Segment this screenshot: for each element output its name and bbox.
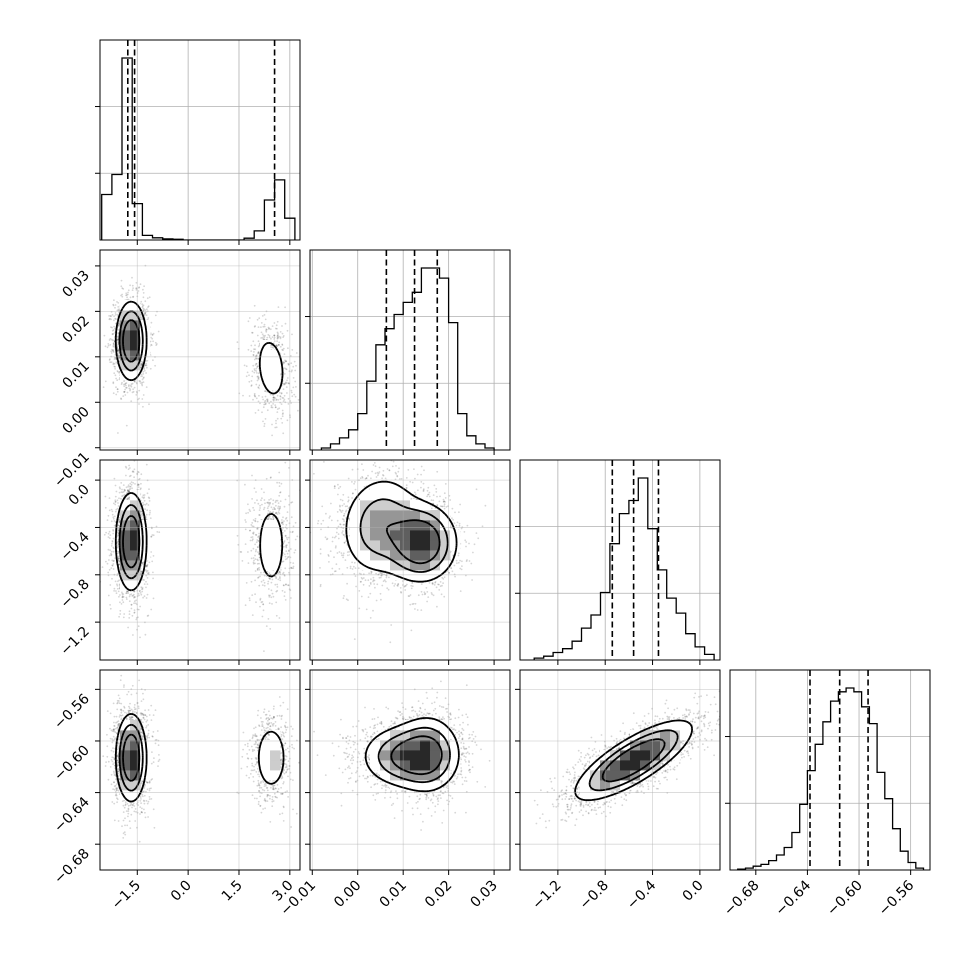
x-tick-label: 1.5 xyxy=(219,878,246,905)
scatter-panel-1-0 xyxy=(102,264,300,437)
histogram-0 xyxy=(100,40,300,240)
histogram-steps xyxy=(101,57,296,240)
panel-frame-2-0 xyxy=(95,459,301,665)
x-tick-label: 0.03 xyxy=(468,878,501,911)
histogram-2 xyxy=(520,460,720,660)
panel-frame-3-0 xyxy=(95,669,301,875)
contour-level-2 xyxy=(118,504,144,580)
density-shading xyxy=(370,720,461,791)
y-tick-label: −0.64 xyxy=(51,794,93,836)
contour-level-3 xyxy=(385,519,441,565)
contour-level-1 xyxy=(114,300,284,395)
panel-frame-3-1 xyxy=(305,669,511,875)
scatter-panel-2-1 xyxy=(310,460,487,644)
panel-frame-1-1 xyxy=(309,249,511,455)
x-tick-label: −0.60 xyxy=(824,878,866,920)
axes-frame xyxy=(519,459,721,661)
x-tick-label: −0.64 xyxy=(773,877,815,919)
histogram-1 xyxy=(310,250,510,450)
panel-frame-0-0 xyxy=(99,39,301,245)
panel-frame-3-3 xyxy=(729,669,931,875)
contour-level-2 xyxy=(588,729,679,792)
histogram-3 xyxy=(730,670,930,870)
y-tick-label: 0.02 xyxy=(59,313,92,346)
y-tick-label: 0.01 xyxy=(59,358,92,391)
scatter-panel-3-0 xyxy=(102,674,300,843)
axes-frame xyxy=(309,669,511,871)
x-tick-label: −1.5 xyxy=(109,878,144,913)
scatter-panel-2-0 xyxy=(100,460,300,652)
scatter-panel-3-1 xyxy=(313,680,491,831)
y-tick-label: −0.60 xyxy=(51,743,93,785)
panel-frame-2-1 xyxy=(305,459,511,665)
panel-frame-1-0 xyxy=(95,249,301,455)
y-tick-label: −0.01 xyxy=(51,449,93,491)
x-tick-label: 0.00 xyxy=(331,878,364,911)
contour-level-2 xyxy=(118,310,144,372)
x-tick-label: −0.8 xyxy=(577,878,612,913)
y-tick-label: −0.56 xyxy=(51,691,93,733)
contour-level-2 xyxy=(359,498,449,573)
x-tick-label: −0.4 xyxy=(624,877,659,912)
panel-frame-3-2 xyxy=(515,669,721,875)
histogram-steps xyxy=(737,687,925,870)
x-tick-label: 0.01 xyxy=(377,878,410,911)
axes-frame xyxy=(519,669,721,871)
contour-level-1 xyxy=(114,713,285,803)
histogram-steps xyxy=(320,267,495,450)
axes-frame xyxy=(99,459,301,661)
y-tick-label: −1.2 xyxy=(57,624,92,659)
contour-level-2 xyxy=(118,723,144,792)
contour-level-1 xyxy=(574,719,693,802)
y-tick-label: 0.00 xyxy=(59,404,92,437)
tick-labels: −1.5 0.0 1.5 3.0−0.01 0.00 0.01 0.02 0.03 −1.2 −0… xyxy=(51,267,917,919)
density-shading xyxy=(350,480,461,581)
x-tick-label: 0.0 xyxy=(680,878,707,905)
x-tick-label: −1.2 xyxy=(529,878,564,913)
contour-level-1 xyxy=(364,717,460,793)
axes-frame xyxy=(309,459,511,661)
y-tick-label: −0.4 xyxy=(57,529,92,564)
x-tick-label: −0.56 xyxy=(876,877,918,919)
y-tick-label: 0.0 xyxy=(66,482,93,509)
axes-frame xyxy=(99,39,301,241)
x-tick-label: −0.68 xyxy=(721,878,763,920)
scatter-panel-3-2 xyxy=(533,690,720,829)
y-tick-label: 0.03 xyxy=(59,267,92,300)
contour-level-2 xyxy=(377,726,451,784)
axes-frame xyxy=(99,249,301,451)
contour-level-1 xyxy=(114,492,284,592)
contour-level-3 xyxy=(601,738,666,783)
x-tick-label: 0.02 xyxy=(422,878,455,911)
panel-frame-2-2 xyxy=(519,459,721,665)
histogram-steps xyxy=(533,477,715,660)
y-tick-label: −0.8 xyxy=(57,576,92,611)
axes-frame xyxy=(99,669,301,871)
y-tick-label: −0.68 xyxy=(51,846,93,888)
x-tick-label: 0.0 xyxy=(168,878,195,905)
axes-frame xyxy=(729,669,931,871)
axes-frame xyxy=(309,249,511,451)
